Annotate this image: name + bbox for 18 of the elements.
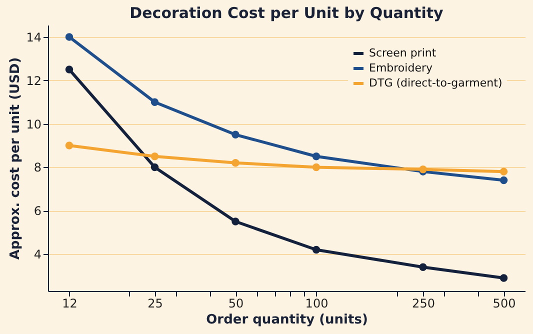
- legend-label: Embroidery: [369, 62, 433, 74]
- x-tick-label: 250: [412, 296, 435, 310]
- y-tick-label: 14: [26, 30, 42, 44]
- y-tick-label: 8: [34, 160, 42, 175]
- x-tick-label: 100: [305, 296, 328, 310]
- y-tick-label: 12: [26, 74, 42, 88]
- x-axis-title: Order quantity (units): [206, 312, 368, 328]
- y-tick-label: 6: [34, 204, 42, 218]
- legend-label: Screen print: [369, 46, 437, 60]
- x-tick-label: 12: [62, 296, 78, 310]
- legend-label: DTG (direct-to-garment): [369, 76, 502, 90]
- x-tick-label: 50: [228, 296, 244, 310]
- y-axis-title: Approx. cost per unit (USD): [8, 57, 24, 260]
- y-tick-label: 4: [34, 248, 42, 262]
- y-tick-label: 10: [26, 117, 42, 132]
- x-tick-label: 500: [492, 296, 516, 310]
- chart-title: Decoration Cost per Unit by Quantity: [130, 4, 444, 22]
- x-tick-label: 25: [148, 296, 163, 310]
